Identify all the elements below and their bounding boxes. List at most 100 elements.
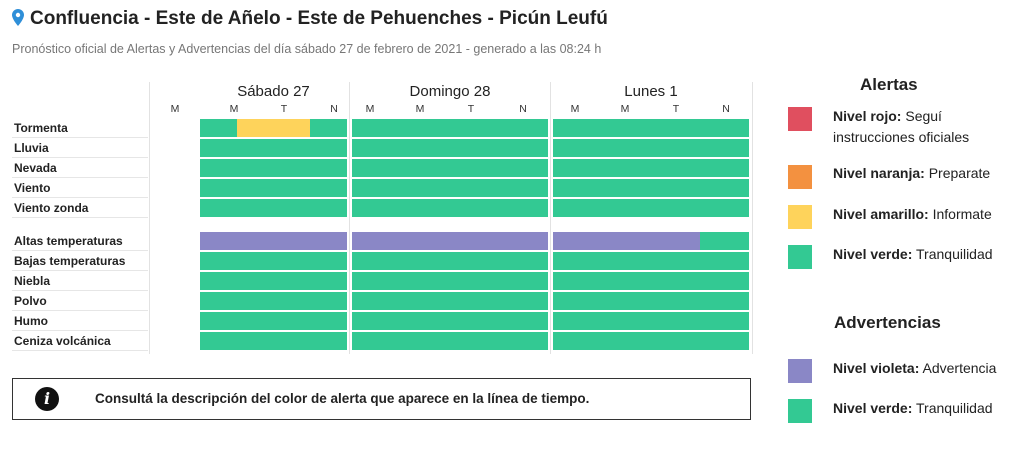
legend-item-naranja: Nivel naranja: Preparate xyxy=(833,165,991,181)
timeline-cell xyxy=(499,232,548,250)
timeline-cell xyxy=(200,232,237,250)
timeline-cell xyxy=(553,232,602,250)
timeline-cell xyxy=(700,139,749,157)
row-label: Niebla xyxy=(14,274,51,288)
timeline-cell xyxy=(200,272,237,290)
timeline-cell xyxy=(273,159,311,177)
row-divider xyxy=(12,137,148,138)
row-label: Humo xyxy=(14,314,48,328)
legend-swatch-verde-alerta xyxy=(788,245,812,269)
timeline-cell xyxy=(352,312,401,330)
timeline-cell xyxy=(602,139,651,157)
timeline-cell xyxy=(553,119,602,137)
timeline-cell xyxy=(401,119,450,137)
row-divider xyxy=(12,250,148,251)
legend-alertas-title: Alertas xyxy=(860,75,918,94)
timeline-cell xyxy=(553,312,602,330)
timeline-cell xyxy=(236,199,274,217)
timeline-cell xyxy=(200,139,237,157)
timeline-cell xyxy=(310,252,348,270)
timeline-cell xyxy=(273,232,311,250)
day-separator xyxy=(550,82,551,354)
timeline-cell xyxy=(499,252,548,270)
timeline-cell xyxy=(273,139,311,157)
timeline-cell xyxy=(651,312,700,330)
row-divider xyxy=(12,330,148,331)
timeline-cell xyxy=(401,252,450,270)
timeline-cell xyxy=(700,312,749,330)
timeline-cell xyxy=(401,292,450,310)
timeline-cell xyxy=(273,312,311,330)
legend-swatch-violeta xyxy=(788,359,812,383)
location-pin-icon xyxy=(12,9,24,26)
timeline-cell xyxy=(651,159,700,177)
timeline-cell xyxy=(310,159,348,177)
timeline-cell xyxy=(310,272,348,290)
timeline-cell xyxy=(651,292,700,310)
timeline-cell xyxy=(499,272,548,290)
day-header: Lunes 1 xyxy=(624,83,678,100)
page-subtitle: Pronóstico oficial de Alertas y Adverten… xyxy=(12,42,602,56)
legend-swatch-amarillo xyxy=(788,205,812,229)
timeline-cell xyxy=(553,332,602,350)
timeline-cell xyxy=(553,292,602,310)
row-divider xyxy=(12,290,148,291)
timeline-cell xyxy=(200,159,237,177)
timeline-cell xyxy=(352,292,401,310)
row-divider xyxy=(12,350,148,351)
row-label: Tormenta xyxy=(14,121,68,135)
row-label: Viento xyxy=(14,181,51,195)
timeline-cell xyxy=(200,179,237,197)
timeline-cell xyxy=(651,199,700,217)
timeline-cell xyxy=(499,159,548,177)
row-divider xyxy=(12,310,148,311)
timeline-cell xyxy=(236,312,274,330)
timeline-cell xyxy=(310,139,348,157)
timeline-cell xyxy=(700,159,749,177)
timeline-cell xyxy=(499,119,548,137)
row-label: Viento zonda xyxy=(14,201,89,215)
timeline-cell xyxy=(200,252,237,270)
slot-label: N xyxy=(330,103,338,115)
info-notice: i Consultá la descripción del color de a… xyxy=(12,378,751,420)
legend-swatch-naranja xyxy=(788,165,812,189)
slot-label: M xyxy=(620,103,630,115)
timeline-cell xyxy=(273,292,311,310)
row-divider xyxy=(12,197,148,198)
timeline-cell xyxy=(700,119,749,137)
row-label: Lluvia xyxy=(14,141,49,155)
timeline-cell xyxy=(310,199,348,217)
timeline-cell xyxy=(553,139,602,157)
timeline-cell xyxy=(602,252,651,270)
timeline-cell xyxy=(401,159,450,177)
timeline-cell xyxy=(273,332,311,350)
timeline-cell xyxy=(401,272,450,290)
timeline-cell xyxy=(450,272,499,290)
timeline-cell xyxy=(553,252,602,270)
timeline-cell xyxy=(401,139,450,157)
legend-item-violeta: Nivel violeta: Advertencia xyxy=(833,360,997,376)
timeline-cell xyxy=(651,179,700,197)
timeline-cell xyxy=(236,139,274,157)
timeline-cell xyxy=(602,232,651,250)
timeline-cell xyxy=(200,292,237,310)
row-label: Polvo xyxy=(14,294,47,308)
slot-label: M xyxy=(365,103,375,115)
timeline-cell xyxy=(499,292,548,310)
timeline-cell xyxy=(553,199,602,217)
timeline-cell xyxy=(553,179,602,197)
slot-label: M xyxy=(229,103,239,115)
slot-label: N xyxy=(519,103,527,115)
timeline-cell xyxy=(450,139,499,157)
legend-item-verde-advertencia: Nivel verde: Tranquilidad xyxy=(833,400,993,416)
slot-label: N xyxy=(722,103,730,115)
timeline-cell xyxy=(200,119,237,137)
timeline-cell xyxy=(352,179,401,197)
row-label: Altas temperaturas xyxy=(14,234,123,248)
slot-label: M xyxy=(570,103,580,115)
timeline-cell xyxy=(273,199,311,217)
timeline-cell xyxy=(352,139,401,157)
timeline-cell xyxy=(450,199,499,217)
timeline-cell xyxy=(553,272,602,290)
timeline-cell xyxy=(236,179,274,197)
